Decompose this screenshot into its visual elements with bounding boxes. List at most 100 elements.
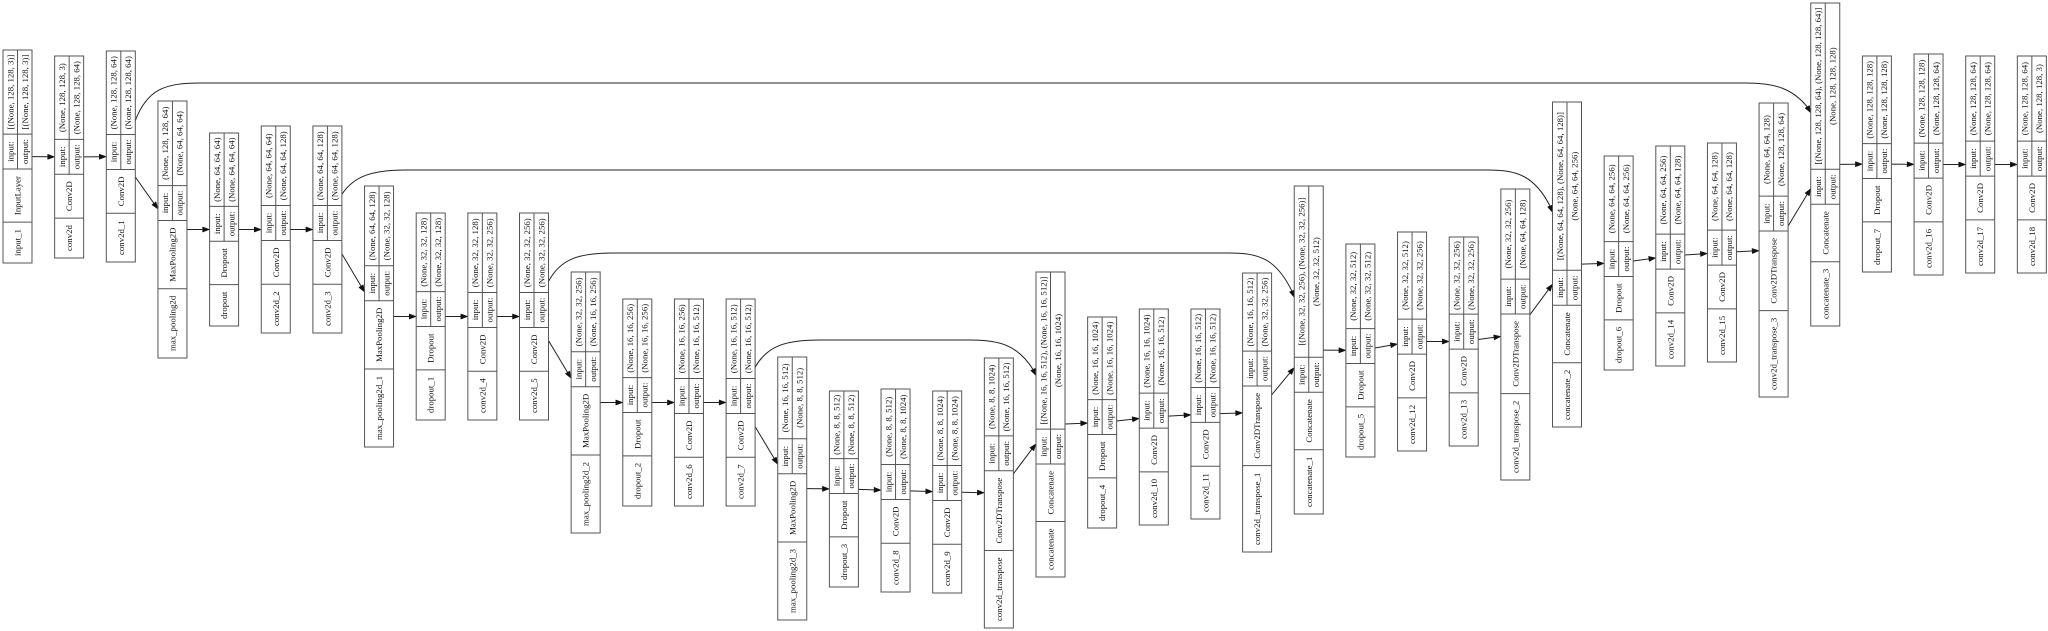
skip-edge-conv2d-1-to-concatenate-3: [134, 82, 1808, 121]
input-shape: (None, 8, 8, 512): [883, 397, 893, 457]
input-label: input:: [315, 213, 325, 234]
layer-node-conv2d-7[interactable]: conv2d_7 Conv2D input: output: (None, 16, 16…: [725, 298, 756, 507]
layer-node-conv2d-transpose-1[interactable]: conv2d_transpose_1 Conv2DTranspose input: o…: [1242, 272, 1273, 553]
layer-node-dropout-5[interactable]: dropout_5 Dropout input: output: (None, 32, …: [1345, 243, 1376, 458]
output-shape: (None, 32, 32, 512): [1363, 252, 1373, 321]
output-shape: (None, 16, 16, 512): [1001, 362, 1011, 431]
arrowhead: [1648, 256, 1657, 262]
layer-node-conv2d-14[interactable]: conv2d_14 Conv2D input: output: (None, 64, 6…: [1655, 145, 1686, 367]
layer-node-conv2d-15[interactable]: conv2d_15 Conv2D input: output: (None, 64, 6…: [1706, 142, 1737, 363]
input-shape: [(None, 32, 32, 256), (None, 32, 32, 256…: [1297, 198, 1307, 346]
input-shape: (None, 32, 32, 512): [1348, 252, 1358, 321]
edge-conv2d-transpose-3: [1787, 194, 1808, 227]
layer-node-concatenate-3[interactable]: concatenate_3 Concatenate input: output: [(N…: [1810, 2, 1841, 327]
layer-node-concatenate-2[interactable]: concatenate_2 Concatenate input: output: [(N…: [1552, 101, 1582, 428]
input-shape: (None, 16, 16, 512): [728, 304, 738, 373]
layer-type: Dropout: [1097, 441, 1107, 471]
layer-name: conv2d_18: [2027, 226, 2037, 266]
output-shape: (None, 16, 16, 512): [691, 304, 701, 373]
layer-node-conv2d-17[interactable]: conv2d_17 Conv2D input: output: (None, 128, …: [1965, 55, 1996, 274]
layer-node-conv2d-12[interactable]: conv2d_12 Conv2D input: output: (None, 32, 3…: [1397, 231, 1428, 452]
input-label: input:: [418, 299, 428, 320]
input-label: input:: [1813, 176, 1823, 197]
input-shape: (None, 32, 32, 256): [522, 218, 532, 287]
output-label: output:: [1156, 398, 1166, 423]
layer-node-conv2d-8[interactable]: conv2d_8 Conv2D input: output: (None, 8, 8, …: [880, 388, 911, 593]
edge-conv2d-1: [134, 176, 155, 204]
layer-node-conv2d-10[interactable]: conv2d_10 Conv2D input: output: (None, 16, 1…: [1138, 308, 1169, 526]
layer-name: conv2d_6: [684, 464, 694, 499]
edge-conv2d-7: [754, 426, 775, 459]
layer-type: Conv2DTranspose: [1252, 393, 1262, 459]
layer-node-dropout-6[interactable]: dropout_6 Dropout input: output: (None, 64, …: [1603, 155, 1634, 371]
output-shape: (None, 128, 128, 64): [1776, 113, 1786, 186]
input-shape: (None, 16, 16, 256): [677, 304, 687, 373]
layer-node-concatenate-1[interactable]: concatenate_1 Concatenate input: output: [(N…: [1293, 185, 1324, 515]
layer-node-conv2d-11[interactable]: conv2d_11 Conv2D input: output: (None, 16, 1…: [1190, 308, 1221, 520]
layer-node-conv2d-5[interactable]: conv2d_5 Conv2D input: output: (None, 32, 32…: [519, 212, 549, 421]
layer-name: conv2d_5: [529, 378, 539, 413]
layer-type: Conv2DTranspose: [994, 478, 1004, 544]
layer-node-conv2d-1[interactable]: conv2d_1 Conv2D input: output: (None, 128, 1…: [105, 50, 136, 263]
layer-node-conv2d-13[interactable]: conv2d_13 Conv2D input: output: (None, 32, 3…: [1448, 236, 1479, 447]
layer-node-dropout-1[interactable]: dropout_1 Dropout input: output: (None, 32, …: [415, 212, 446, 421]
output-label: output:: [1569, 275, 1579, 300]
layer-node-conv2d-18[interactable]: conv2d_18 Conv2D input: output: (None, 128, …: [2016, 55, 2047, 274]
layer-node-max-pooling2d-3[interactable]: max_pooling2d_3 MaxPooling2D input: output:…: [777, 356, 808, 621]
layer-node-conv2d-9[interactable]: conv2d_9 Conv2D input: output: (None, 8, 8, …: [932, 390, 963, 594]
layer-node-conv2d-2[interactable]: conv2d_2 Conv2D input: output: (None, 64, 64…: [260, 125, 291, 334]
layer-name: concatenate_1: [1304, 457, 1314, 507]
layer-type: Conv2D: [1459, 356, 1469, 386]
layer-type: MaxPooling2D: [581, 394, 591, 448]
layer-node-conv2d-4[interactable]: conv2d_4 Conv2D input: output: (None, 32, 32…: [467, 212, 498, 421]
layer-node-max-pooling2d-2[interactable]: max_pooling2d_2 MaxPooling2D input: output:…: [570, 271, 601, 534]
layer-type: Dropout: [426, 333, 436, 363]
layer-node-max-pooling2d[interactable]: max_pooling2d MaxPooling2D input: output: (N…: [157, 100, 188, 359]
layer-name: input_1: [13, 229, 23, 256]
layer-node-max-pooling2d-1[interactable]: max_pooling2d_1 MaxPooling2D input: output:…: [364, 185, 395, 448]
layer-node-conv2d-transpose-2[interactable]: conv2d_transpose_2 Conv2DTranspose input: o…: [1500, 188, 1531, 481]
layer-node-dropout-3[interactable]: dropout_3 Dropout input: output: (None, 8, 8…: [828, 390, 859, 588]
layer-node-conv2d-transpose[interactable]: conv2d_transpose Conv2DTranspose input: out…: [983, 357, 1014, 629]
output-shape: (None, 64, 64, 64): [226, 137, 236, 202]
skip-edge-conv2d-7-to-concatenate: [754, 339, 1034, 370]
edge-concatenate: [1064, 422, 1081, 425]
layer-type: Conv2D: [477, 334, 487, 364]
layer-type: Dropout: [632, 419, 642, 449]
layer-node-concatenate[interactable]: concatenate Concatenate input: output: [(Non…: [1035, 271, 1066, 578]
arrowhead: [1545, 283, 1553, 292]
input-label: input:: [160, 193, 170, 214]
input-shape: (None, 32, 32, 128): [470, 218, 480, 287]
input-label: input:: [264, 213, 274, 234]
arrowhead: [1080, 420, 1089, 427]
layer-node-dropout-4[interactable]: dropout_4 Dropout input: output: (None, 16, …: [1087, 316, 1118, 529]
layer-node-dropout[interactable]: dropout Dropout input: output: (None, 64, 64…: [209, 132, 240, 327]
input-label: input:: [1090, 407, 1100, 428]
arrowhead: [460, 313, 469, 320]
output-label: output:: [20, 139, 30, 164]
layer-node-dropout-2[interactable]: dropout_2 Dropout input: output: (None, 16, …: [622, 298, 653, 507]
layer-node-input-1[interactable]: input_1 InputLayer input: output: [(None, 12…: [2, 49, 33, 264]
layer-type: Conv2D: [322, 247, 332, 277]
output-label: output:: [175, 191, 185, 216]
input-label: input:: [1193, 395, 1203, 416]
input-label: input:: [677, 386, 687, 407]
edge-conv2d-3: [341, 253, 362, 287]
layer-node-conv2d-transpose-3[interactable]: conv2d_transpose_3 Conv2DTranspose input: o…: [1758, 102, 1789, 398]
input-shape: (None, 128, 128, 64): [1968, 62, 1978, 135]
arrowhead: [1235, 410, 1244, 417]
layer-node-conv2d-6[interactable]: conv2d_6 Conv2D input: output: (None, 16, 16…: [673, 298, 704, 507]
arrowhead: [873, 486, 882, 493]
input-shape: (None, 32, 32, 256): [573, 277, 583, 346]
arrowhead: [1338, 347, 1347, 354]
input-label: input:: [5, 141, 15, 162]
layer-node-conv2d-16[interactable]: conv2d_16 Conv2D input: output: (None, 128, …: [1913, 53, 1944, 276]
layer-node-conv2d-3[interactable]: conv2d_3 Conv2D input: output: (None, 64, 64…: [312, 125, 343, 334]
layer-node-conv2d[interactable]: conv2d Conv2D input: output: (None, 128, 128…: [54, 55, 85, 259]
input-shape: [(None, 16, 16, 512), (None, 16, 16, 512…: [1038, 276, 1048, 424]
arrowhead: [1596, 260, 1605, 267]
layer-type: MaxPooling2D: [787, 481, 797, 535]
input-shape: (None, 16, 16, 512): [1193, 314, 1203, 383]
layer-type: Dropout: [1614, 283, 1624, 313]
layer-node-dropout-7[interactable]: dropout_7 Dropout input: output: (None, 128,…: [1861, 55, 1892, 273]
